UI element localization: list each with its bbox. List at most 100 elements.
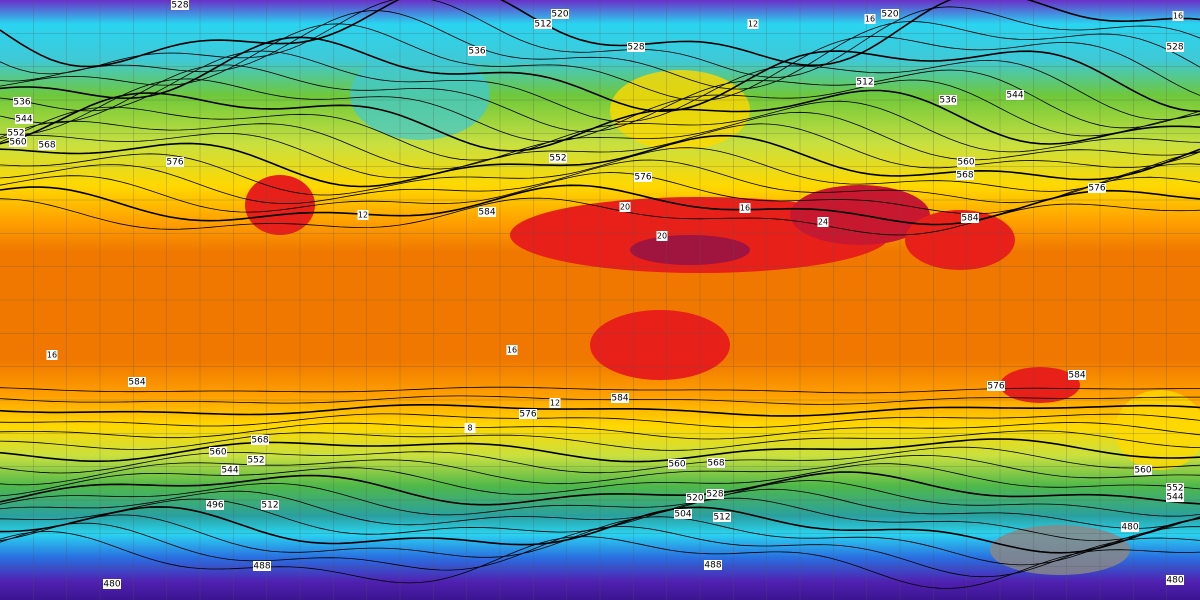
height-label: 560	[1134, 466, 1151, 476]
height-label: 520	[686, 494, 703, 504]
label-box	[549, 153, 567, 163]
label-box	[987, 381, 1005, 391]
height-label: 528	[1166, 43, 1183, 53]
height-contour	[0, 438, 1200, 463]
label-box	[209, 447, 227, 457]
height-contour	[0, 89, 1200, 152]
label-box	[171, 0, 189, 10]
label-box	[656, 231, 668, 241]
label-box	[261, 500, 279, 510]
height-label: 568	[251, 436, 268, 446]
height-contour	[0, 0, 1200, 78]
height-label: 560	[668, 460, 685, 470]
height-label: 576	[1088, 184, 1105, 194]
label-box	[739, 203, 751, 213]
label-box	[961, 213, 979, 223]
label-box	[881, 9, 899, 19]
height-contour	[0, 172, 1200, 215]
label-box	[1166, 42, 1184, 52]
height-label: 568	[707, 459, 724, 469]
label-box	[9, 137, 27, 147]
label-box	[713, 512, 731, 522]
label-box	[957, 157, 975, 167]
height-contour	[0, 0, 1200, 68]
height-label: 488	[704, 561, 721, 571]
height-label: 560	[9, 138, 26, 148]
label-box	[1121, 522, 1139, 532]
height-label: 552	[7, 129, 24, 139]
height-label: 552	[549, 154, 566, 164]
height-contour	[0, 123, 1200, 179]
label-box	[1068, 370, 1086, 380]
label-box	[634, 172, 652, 182]
height-contour	[0, 497, 1200, 542]
height-label: 520	[881, 10, 898, 20]
height-label: 544	[15, 115, 32, 125]
temperature-label: 12	[358, 211, 368, 220]
height-label: 584	[478, 208, 495, 218]
label-box	[1088, 183, 1106, 193]
label-box	[38, 140, 56, 150]
height-label: 560	[957, 158, 974, 168]
height-label: 536	[13, 98, 30, 108]
label-box	[611, 393, 629, 403]
height-label: 544	[1166, 493, 1183, 503]
label-box	[939, 95, 957, 105]
height-label: 512	[261, 501, 278, 511]
height-label: 576	[634, 173, 651, 183]
label-box	[1134, 465, 1152, 475]
label-box	[674, 509, 692, 519]
height-contour	[0, 480, 1200, 517]
label-box	[103, 579, 121, 589]
temperature-label: 16	[47, 351, 57, 360]
height-label: 528	[627, 43, 644, 53]
height-contour	[0, 78, 1200, 142]
height-contour	[0, 488, 1200, 529]
temperature-label: 16	[507, 346, 517, 355]
height-label: 512	[856, 78, 873, 88]
height-label: 584	[128, 378, 145, 388]
label-box	[1172, 11, 1184, 21]
height-label: 520	[551, 10, 568, 20]
temperature-label: 16	[740, 204, 750, 213]
label-box	[747, 19, 759, 29]
label-box	[206, 500, 224, 510]
height-label: 576	[166, 158, 183, 168]
label-box	[221, 465, 239, 475]
label-box	[7, 128, 25, 138]
height-contour	[0, 506, 1200, 554]
label-box	[856, 77, 874, 87]
temperature-label: 8	[467, 424, 472, 433]
height-label: 576	[519, 410, 536, 420]
height-contour	[0, 395, 1200, 405]
label-box	[956, 170, 974, 180]
height-label: 528	[706, 490, 723, 500]
height-label: 512	[534, 20, 551, 30]
label-box	[13, 97, 31, 107]
label-box	[1166, 483, 1184, 493]
label-box	[357, 210, 369, 220]
height-label: 552	[247, 456, 264, 466]
height-label: 544	[221, 466, 238, 476]
height-contour	[0, 134, 1200, 188]
label-box	[15, 114, 33, 124]
label-box	[1166, 492, 1184, 502]
height-contour	[0, 50, 1200, 123]
height-label: 584	[611, 394, 628, 404]
height-label: 536	[939, 96, 956, 106]
height-label: 536	[468, 47, 485, 57]
height-contour	[0, 404, 1200, 417]
height-contour	[0, 36, 1200, 113]
height-contour	[0, 197, 1200, 236]
label-box	[707, 458, 725, 468]
label-box	[468, 46, 486, 56]
height-contour	[0, 471, 1200, 506]
height-contour	[0, 454, 1200, 486]
height-contour	[0, 430, 1200, 451]
height-label: 480	[1121, 523, 1138, 533]
height-contour	[0, 111, 1200, 170]
height-label: 584	[961, 214, 978, 224]
